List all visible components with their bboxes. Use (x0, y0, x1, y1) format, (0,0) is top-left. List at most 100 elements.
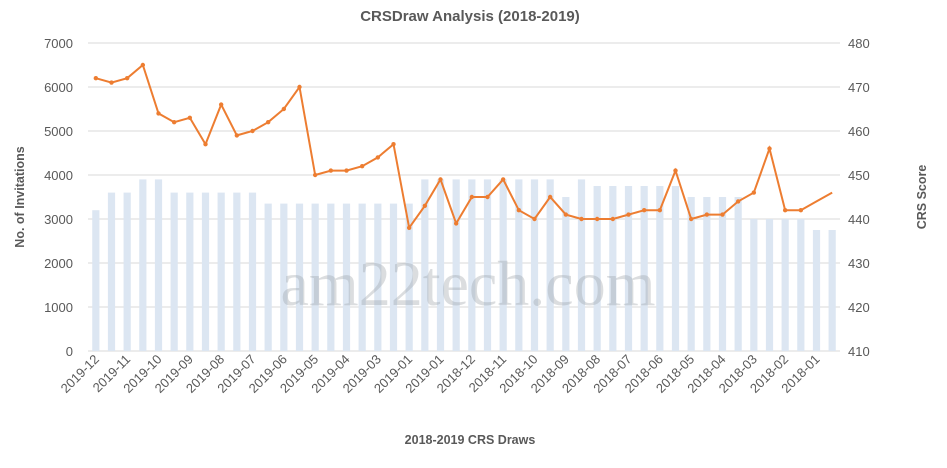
data-point (297, 84, 302, 90)
bar (186, 192, 194, 351)
data-point (391, 142, 396, 147)
bar (405, 203, 413, 351)
chart-title: CRSDraw Analysis (2018-2019) (360, 8, 580, 25)
y-tick-label: 0 (66, 344, 73, 359)
gridlines (88, 42, 840, 352)
data-point (751, 190, 757, 195)
bar (499, 179, 507, 351)
data-point (438, 177, 443, 182)
bar (687, 197, 695, 351)
data-point (140, 62, 146, 68)
y2-tick-label: 450 (848, 168, 870, 183)
data-point (798, 208, 804, 213)
data-point (312, 172, 318, 178)
data-point (156, 111, 161, 116)
data-point (250, 128, 255, 134)
data-point (344, 168, 349, 173)
bar (593, 186, 601, 351)
bar (389, 203, 398, 351)
data-point (579, 216, 584, 222)
data-point (641, 208, 647, 213)
y2-tick-label: 410 (848, 344, 870, 359)
bar (201, 192, 210, 351)
data-point (547, 194, 553, 200)
data-point (453, 221, 459, 226)
bar (436, 179, 445, 351)
data-point (720, 212, 725, 217)
data-point (626, 212, 631, 217)
bar (123, 192, 131, 351)
data-point (767, 146, 772, 151)
y-tick-label: 2000 (44, 256, 73, 271)
bar (264, 203, 272, 351)
y-tick-label: 6000 (44, 80, 73, 95)
bar (154, 179, 163, 351)
y2-tick-label: 480 (848, 36, 870, 51)
bar (828, 230, 836, 351)
bar (718, 197, 727, 351)
y-tick-label: 5000 (44, 124, 73, 139)
bar (671, 186, 680, 351)
bar (248, 192, 257, 351)
data-point (265, 120, 271, 125)
data-point (328, 168, 334, 173)
y2-tick-label: 430 (848, 256, 870, 271)
data-point (610, 216, 616, 222)
data-point (516, 208, 522, 213)
bar (765, 219, 774, 351)
bar (577, 179, 586, 351)
data-point (657, 208, 663, 213)
data-point (594, 216, 600, 222)
bar (546, 179, 554, 351)
data-point (171, 120, 177, 125)
data-point (218, 102, 224, 107)
bar (483, 179, 492, 351)
y-tick-label: 4000 (44, 168, 73, 183)
bar (280, 203, 288, 351)
data-point (688, 216, 694, 222)
bar (342, 203, 351, 351)
data-point (124, 76, 130, 81)
bar (92, 210, 100, 351)
data-point (735, 199, 741, 204)
crs-score-line (95, 63, 833, 231)
data-point (673, 168, 678, 173)
data-point (782, 208, 788, 213)
y-tick-label: 1000 (44, 300, 73, 315)
watermark: am22tech.com (281, 248, 656, 319)
bar (107, 192, 116, 351)
x-axis-title: 2018-2019 CRS Draws (405, 433, 536, 447)
y2-tick-label: 470 (848, 80, 870, 95)
data-point (187, 115, 193, 121)
bar (217, 192, 225, 351)
data-point (203, 142, 208, 147)
bar (812, 230, 821, 351)
left-axis-ticks: 0 1000 2000 3000 4000 5000 6000 7000 (44, 36, 73, 359)
data-point (281, 106, 287, 112)
bar (750, 219, 758, 351)
bar (311, 203, 319, 351)
y2-tick-label: 460 (848, 124, 870, 139)
y2-tick-label: 440 (848, 212, 870, 227)
data-point (704, 212, 710, 217)
data-point (500, 177, 506, 182)
bar (609, 186, 617, 351)
bar (640, 186, 648, 351)
bar (781, 219, 789, 351)
data-point (485, 194, 490, 200)
data-point (93, 76, 99, 81)
bar (421, 179, 429, 351)
data-point (422, 203, 428, 208)
bar (327, 203, 335, 351)
data-point (234, 133, 240, 138)
bar-series-invitations (92, 179, 836, 351)
data-point (375, 155, 381, 160)
bar (797, 219, 805, 351)
bar (468, 179, 476, 351)
y2-tick-label: 420 (848, 300, 870, 315)
data-point (532, 216, 537, 222)
y-tick-label: 3000 (44, 212, 73, 227)
y-tick-label: 7000 (44, 36, 73, 51)
bar (515, 179, 523, 351)
bar (295, 203, 304, 351)
